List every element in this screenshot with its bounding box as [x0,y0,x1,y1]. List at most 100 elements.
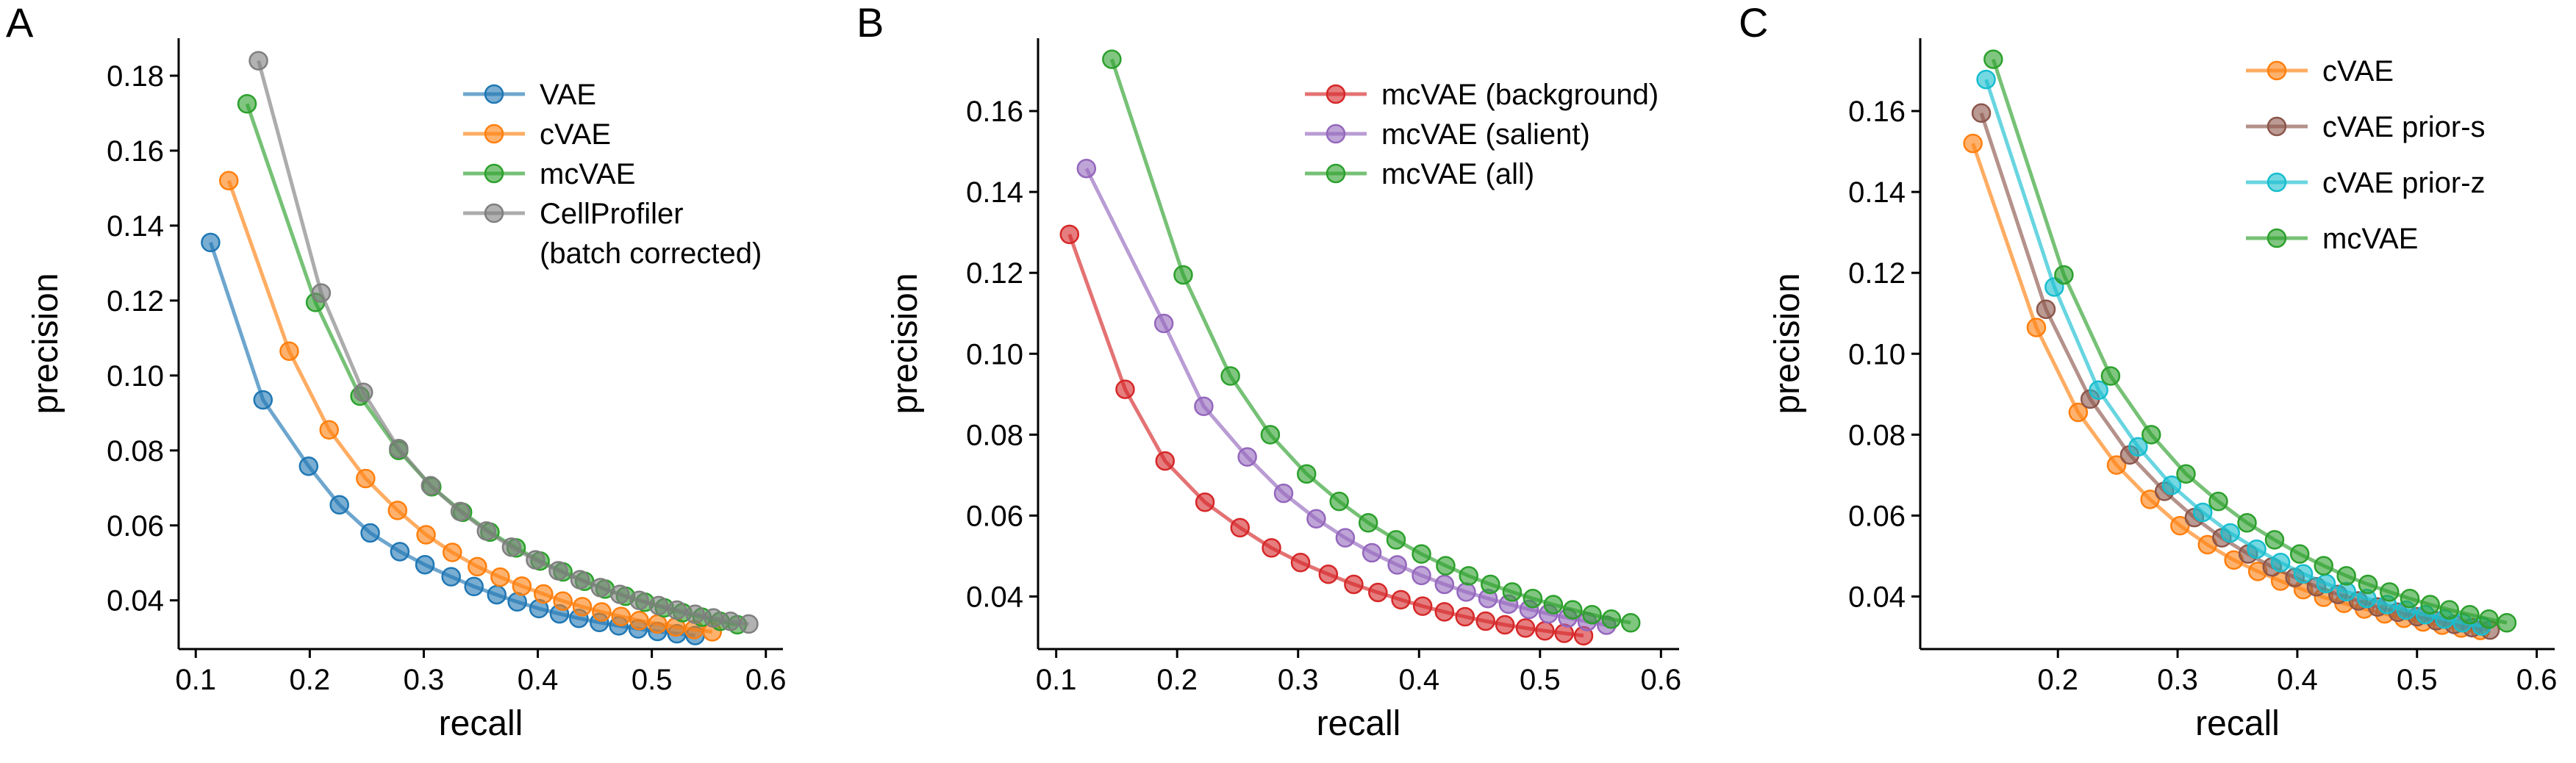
legend-marker [1325,163,1346,184]
data-point [1434,602,1455,622]
data-point [2293,564,2314,584]
data-point [2460,604,2480,625]
data-point [218,171,239,190]
data-point [2336,566,2356,586]
data-point [464,576,484,597]
legend-marker [2266,116,2287,137]
x-tick-label: 0.2 [290,664,331,696]
data-point [1481,574,1500,595]
data-point [2140,490,2160,509]
series-line [1991,58,2508,625]
legend-marker [484,203,504,223]
data-point [421,476,441,495]
data-point [534,584,554,604]
data-point [1260,425,1281,445]
data-point [1543,595,1564,615]
legend-label: cVAE prior-s [2322,111,2486,143]
data-point [1412,565,1431,586]
y-tick-label: 0.04 [107,585,164,617]
y-tick-label: 0.16 [107,135,164,168]
data-point [487,584,507,605]
data-point [1562,600,1583,620]
data-point [298,456,319,476]
data-point [1971,103,1992,123]
legend-label: mcVAE (background) [1381,79,1659,111]
legend-marker [1325,84,1346,104]
data-point [2420,595,2440,615]
legend-marker [2266,60,2287,81]
data-point [720,612,740,631]
data-point [468,556,487,577]
y-tick-label: 0.16 [1848,96,1906,128]
data-point [2054,265,2074,285]
data-point [1475,611,1496,631]
data-point [2400,588,2420,609]
legend-label: (batch corrected) [540,237,762,270]
data-point [319,420,339,440]
legend-marker [484,123,504,144]
data-point [648,595,669,616]
legend-marker [2266,228,2287,248]
data-point [253,390,273,410]
y-tick-label: 0.04 [1848,581,1906,613]
y-tick-label: 0.04 [966,581,1023,613]
x-tick-label: 0.3 [2157,664,2198,696]
y-tick-label: 0.18 [107,60,164,93]
x-tick-label: 0.4 [2277,664,2318,696]
legend-label: cVAE [2322,55,2394,87]
data-point [2316,573,2336,594]
data-point [1455,606,1475,627]
data-point [2176,464,2196,484]
panel-label: A [6,0,34,46]
legend-label: VAE [540,79,596,111]
data-point [1318,564,1339,584]
data-point [248,51,268,71]
data-point [1495,615,1515,635]
y-tick-label: 0.12 [966,257,1023,290]
panel-c: C 0.2 0.3 0.4 0.5 0.6 0.04 0.06 0.08 0.10 0.12 0.14… [1739,0,2557,743]
data-point [1102,49,1122,69]
data-point [1620,612,1641,633]
data-point [629,590,649,610]
data-point [592,602,612,622]
data-point [237,93,257,114]
data-point [1436,556,1456,576]
legend-label: mcVAE [540,158,635,190]
data-point [201,232,221,253]
y-axis-label: precision [1768,273,1807,414]
data-point [2161,475,2182,495]
data-point [1173,265,1193,285]
data-point [416,525,436,545]
y-axis-label: precision [26,273,65,414]
legend-entry: mcVAE (all) [1305,158,1534,190]
x-tick-label: 0.4 [1398,664,1439,696]
legend-entry: CellProfiler (batch corrected) [463,198,762,270]
legend-entry: mcVAE [2246,223,2418,255]
legend-entry: mcVAE [463,158,635,190]
data-point [329,495,349,515]
data-point [1335,528,1356,548]
data-point [2264,530,2285,550]
data-point [389,438,409,459]
x-tick-label: 0.4 [518,664,559,696]
data-point [1262,538,1281,558]
data-point [2026,318,2047,337]
data-point [2497,612,2517,633]
data-point [1535,620,1555,641]
data-point [1076,158,1097,179]
y-tick-label: 0.10 [1848,338,1906,370]
data-point [1230,517,1251,538]
y-tick-label: 0.12 [1848,257,1906,290]
legend-entry: cVAE prior-z [2246,167,2486,199]
y-tick-label: 0.14 [966,176,1023,209]
data-point [2439,600,2459,620]
x-tick-label: 0.6 [1641,664,1682,696]
data-point [2106,455,2127,475]
y-tick-label: 0.16 [966,96,1023,128]
x-tick-label: 0.6 [2516,664,2558,696]
x-tick-label: 0.2 [1156,664,1198,696]
legend-entry: cVAE [463,118,611,151]
data-point [1329,491,1349,512]
y-tick-label: 0.06 [966,500,1023,532]
data-point [2220,523,2240,543]
